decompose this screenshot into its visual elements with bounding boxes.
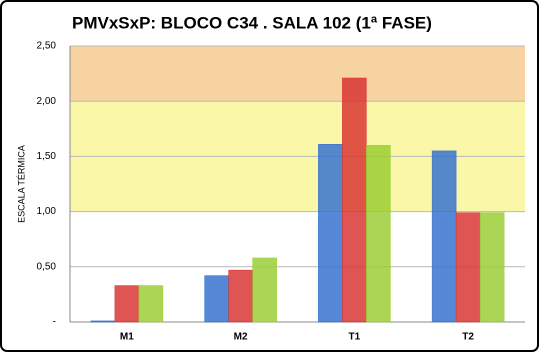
bar [431,150,457,323]
y-tick-label: 2,50 [37,41,57,52]
bar [479,212,505,323]
y-tick-label: 1,50 [37,151,57,162]
bar [252,257,277,323]
y-tick-label: 1,00 [37,206,57,217]
y-tick-label: 0,50 [37,261,57,272]
bar [342,77,367,323]
bar [318,144,343,323]
y-axis-label: ESCALA TÉRMICA [16,145,26,223]
bar [366,145,391,323]
background-band [70,46,525,102]
bar [138,285,164,323]
x-tick-label: M1 [120,332,134,343]
x-tick-label: M2 [234,332,248,343]
x-tick-label: T2 [462,332,474,343]
y-tick-label: - [53,317,56,328]
x-tick-label: T1 [349,332,361,343]
y-tick-label: 2,00 [37,96,57,107]
bar [455,212,481,323]
bar [90,320,116,323]
chart-title: PMVxSxP: BLOCO C34 . SALA 102 (1ª FASE) [72,13,432,32]
bar [204,275,229,323]
bar [228,269,253,323]
bar [114,285,140,323]
